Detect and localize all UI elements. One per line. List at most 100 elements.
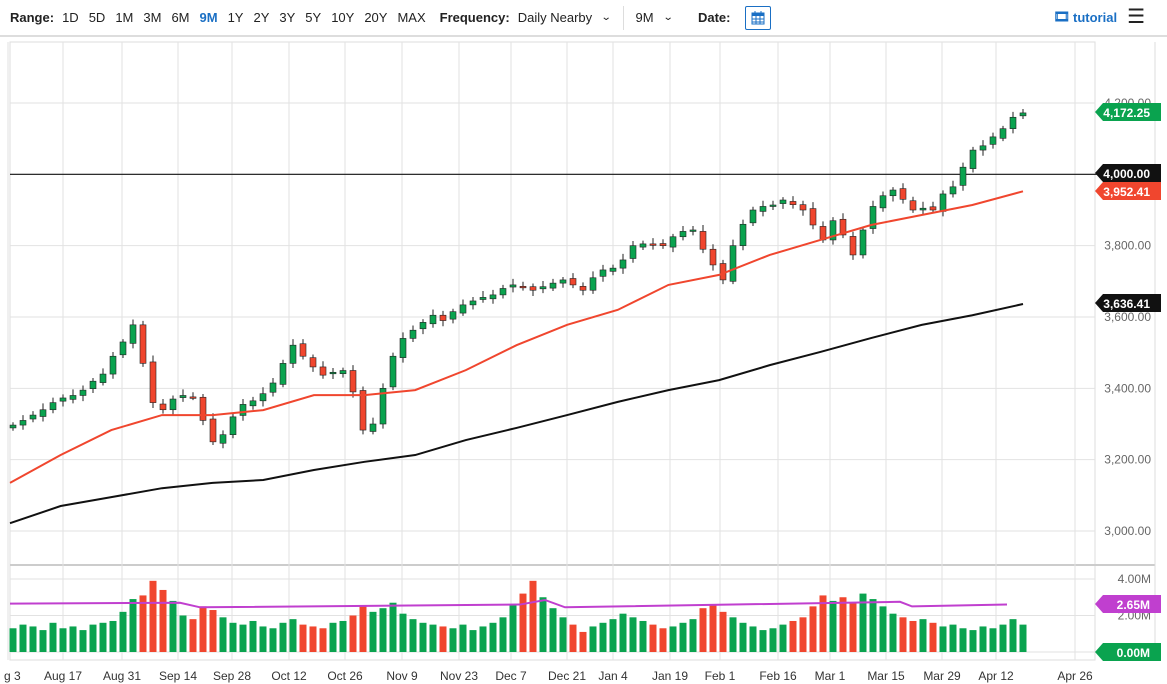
candle-up [99,373,107,383]
calendar-icon [751,11,764,25]
x-tick-label: Mar 29 [923,669,961,683]
frequency-label: Frequency: [439,10,510,25]
volume-bar [329,622,337,652]
candle-up [219,434,227,444]
volume-bar [169,600,177,652]
volume-bar [809,606,817,652]
range-3m[interactable]: 3M [143,10,162,25]
candle-up [69,395,77,400]
candle-down [709,248,717,266]
volume-bar [389,602,397,652]
candle-up [19,420,27,426]
candle-down [909,200,917,211]
candle-up [259,393,267,402]
volume-bar [459,624,467,652]
candle-up [549,282,557,289]
range-3y[interactable]: 3Y [279,10,296,25]
volume-average-line [9,598,1008,609]
range-20y[interactable]: 20Y [364,10,388,25]
candle-up [169,398,177,411]
range-5y[interactable]: 5Y [305,10,322,25]
hamburger-icon[interactable]: ☰ [1127,6,1145,28]
volume-bar [959,628,967,652]
volume-tick-label: 4.00M [1118,572,1151,586]
volume-bar [439,626,447,652]
range-9m[interactable]: 9M [199,10,218,25]
candle-down [189,396,197,399]
x-tick-label: Nov 23 [440,669,478,683]
volume-bar [789,620,797,652]
candle-down [159,403,167,411]
range-1m[interactable]: 1M [115,10,134,25]
period-value: 9M [635,10,654,25]
tutorial-link[interactable]: 🎞 tutorial [1053,9,1117,25]
candle-up [1009,116,1017,129]
level-tag [1095,164,1161,182]
range-5d[interactable]: 5D [88,10,106,25]
candle-up [1019,112,1027,117]
last-price-tag [1095,103,1161,121]
candle-down [309,357,317,368]
last-price-label: 4,172.25 [1103,106,1150,120]
candle-down [349,370,357,393]
x-tick-label: Apr 12 [978,669,1014,683]
volume-bar [379,608,387,652]
frequency-select[interactable]: Daily Nearby ⌄ [518,10,612,25]
volume-bar [409,619,417,652]
volume-bar [239,624,247,652]
volume-bar [899,617,907,652]
candle-down [319,366,327,376]
volume-bar [69,626,77,652]
volume-bar [589,626,597,652]
volume-bar [59,628,67,652]
candle-down [799,204,807,211]
x-tick-label: Mar 1 [815,669,846,683]
candle-up [629,245,637,259]
candle-down [199,396,207,421]
candle-up [79,389,87,396]
candle-up [759,206,767,212]
candle-up [879,195,887,209]
candle-down [299,343,307,357]
range-10y[interactable]: 10Y [331,10,355,25]
volume-bar [109,620,117,652]
candle-up [689,229,697,232]
volume-bar [149,580,157,652]
range-6m[interactable]: 6M [171,10,190,25]
volume-bar [519,593,527,652]
candle-up [859,229,867,256]
volume-bar [819,595,827,652]
volume-bar [929,622,937,652]
candle-down [839,218,847,236]
volume-bar [569,624,577,652]
level-label: 4,000.00 [1103,167,1150,181]
toolbar-right: 🎞 tutorial ☰ [1053,6,1145,28]
volume-bar [249,620,257,652]
x-tick-label: g 3 [4,669,21,683]
candle-up [959,166,967,186]
range-1d[interactable]: 1D [62,10,79,25]
volume-min-label: 0.00M [1117,646,1150,660]
volume-bar [29,626,37,652]
candle-up [919,207,927,211]
period-select[interactable]: 9M ⌄ [635,10,674,25]
range-1y[interactable]: 1Y [227,10,244,25]
range-label: Range: [10,10,55,25]
volume-bar [339,620,347,652]
volume-bar [649,624,657,652]
ma-black-label: 3,636.41 [1103,297,1150,311]
volume-bar [779,624,787,652]
candle-up [639,243,647,248]
range-max[interactable]: MAX [397,10,426,25]
calendar-button[interactable] [744,5,771,30]
x-tick-label: Sep 28 [213,669,251,683]
volume-bar [309,626,317,652]
candle-up [119,341,127,356]
volume-bar [709,604,717,652]
volume-bar [919,619,927,652]
x-tick-label: Feb 1 [705,669,736,683]
candle-up [49,402,57,411]
range-2y[interactable]: 2Y [253,10,270,25]
date-label: Date: [697,10,731,25]
